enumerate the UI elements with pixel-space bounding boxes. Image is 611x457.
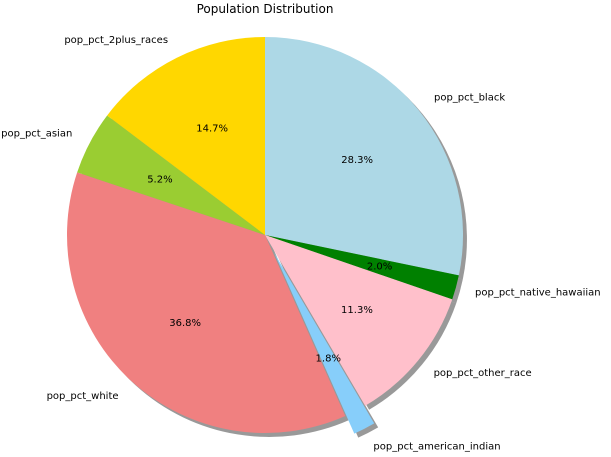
label-pop-pct-native-hawaiian: pop_pct_native_hawaiian bbox=[475, 288, 601, 299]
slice-pop-pct-black bbox=[265, 37, 463, 276]
pct-pop-pct-2plus-races: 14.7% bbox=[196, 124, 228, 135]
pct-pop-pct-american-indian: 1.8% bbox=[316, 353, 341, 364]
slice-pop-pct-other-race bbox=[265, 235, 453, 406]
slice-labels: pop_pct_black 28.3% pop_pct_native_hawaiia… bbox=[1, 35, 600, 452]
chart-title: Population Distribution bbox=[197, 2, 334, 16]
label-pop-pct-2plus-races: pop_pct_2plus_races bbox=[64, 35, 168, 46]
pct-pop-pct-asian: 5.2% bbox=[147, 175, 172, 186]
label-pop-pct-american-indian: pop_pct_american_indian bbox=[373, 441, 500, 452]
slice-pop-pct-american-indian bbox=[274, 252, 375, 434]
label-pop-pct-other-race: pop_pct_other_race bbox=[434, 368, 532, 379]
slice-pop-pct-2plus-races bbox=[107, 37, 266, 235]
pct-pop-pct-white: 36.8% bbox=[169, 318, 201, 329]
slice-pop-pct-asian bbox=[77, 115, 265, 235]
pct-pop-pct-black: 28.3% bbox=[341, 155, 373, 166]
label-pop-pct-white: pop_pct_white bbox=[47, 391, 119, 402]
pct-pop-pct-native-hawaiian: 2.0% bbox=[367, 261, 392, 272]
slice-pop-pct-white bbox=[66, 172, 346, 433]
slice-pop-pct-native-hawaiian bbox=[265, 235, 459, 300]
label-pop-pct-black: pop_pct_black bbox=[434, 93, 505, 104]
pct-pop-pct-other-race: 11.3% bbox=[341, 305, 373, 316]
slice-wedges bbox=[66, 37, 463, 434]
label-pop-pct-asian: pop_pct_asian bbox=[1, 128, 72, 139]
